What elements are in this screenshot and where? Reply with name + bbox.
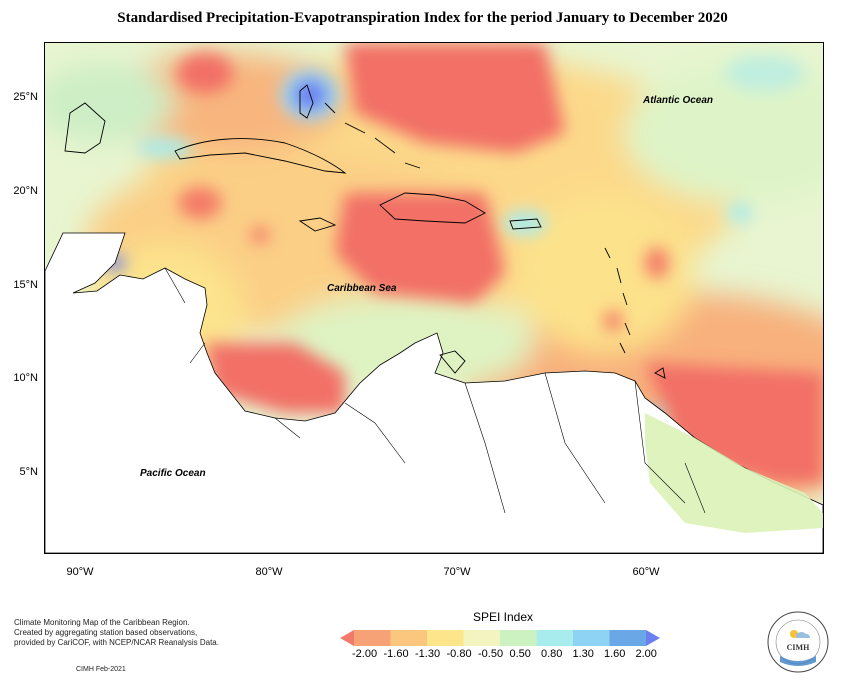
legend-swatch: [354, 630, 391, 646]
florida-outline: [64, 102, 106, 154]
land-masses: [45, 232, 823, 553]
trinidad-outline: [654, 367, 666, 379]
legend-label: 2.00: [635, 648, 657, 660]
lon-tick-80w: 80°W: [255, 566, 283, 578]
cuba-outline: [174, 138, 347, 174]
guiana-shield-fill: [645, 413, 823, 533]
footer-line-3: provided by CariCOF, with NCEP/NCAR Rean…: [14, 638, 219, 647]
label-caribbean: Caribbean Sea: [327, 283, 397, 294]
cloud-icon: [796, 632, 810, 638]
spei-map-svg: Atlantic Ocean Caribbean Sea Pacific Oce…: [45, 43, 823, 553]
lat-tick-5: 5°N: [19, 466, 38, 478]
country-borders: [164, 267, 706, 514]
lon-tick-70w: 70°W: [443, 566, 471, 578]
lat-tick-20: 20°N: [13, 185, 38, 197]
legend-label: -2.00: [352, 648, 378, 660]
map-area: Atlantic Ocean Caribbean Sea Pacific Oce…: [44, 42, 824, 554]
footer-credit: CIMH Feb-2021: [76, 666, 126, 673]
legend-label: 0.80: [541, 648, 563, 660]
lon-tick-60w: 60°W: [632, 566, 660, 578]
legend-swatch-min: [340, 630, 354, 646]
puerto-rico-outline: [509, 218, 542, 230]
logo-text: CIMH: [787, 643, 810, 652]
label-pacific: Pacific Ocean: [140, 468, 206, 479]
legend-label: -0.50: [478, 648, 504, 660]
legend-label: 1.30: [572, 648, 594, 660]
footer-note: Climate Monitoring Map of the Caribbean …: [14, 618, 234, 648]
jamaica-outline: [298, 217, 337, 232]
legend-labels: -2.00 -1.60 -1.30 -0.80 -0.50 0.50 0.80 1.30 1.6…: [338, 648, 658, 662]
lat-tick-25: 25°N: [13, 91, 38, 103]
legend-label: 0.50: [509, 648, 531, 660]
legend-label: 1.60: [604, 648, 626, 660]
footer-line-2: Created by aggregating station based obs…: [14, 628, 198, 637]
lon-tick-90w: 90°W: [66, 566, 94, 578]
legend-label: -0.80: [446, 648, 472, 660]
legend-label: -1.30: [415, 648, 441, 660]
legend-swatch: [536, 630, 574, 646]
label-atlantic: Atlantic Ocean: [642, 95, 713, 106]
legend-label: -1.60: [383, 648, 409, 660]
cimh-logo: CIMH: [767, 611, 829, 673]
legend-title: SPEI Index: [472, 610, 534, 624]
legend-swatch: [390, 630, 428, 646]
legend-swatch: [500, 630, 537, 646]
legend-swatch-max: [646, 630, 660, 646]
lat-tick-15: 15°N: [13, 279, 38, 291]
legend-swatch: [573, 630, 610, 646]
hispaniola-outline: [379, 192, 486, 224]
legend-swatch: [609, 630, 647, 646]
aruba-curacao-outline: [439, 350, 466, 374]
footer-line-1: Climate Monitoring Map of the Caribbean …: [14, 618, 190, 627]
mainland: [45, 232, 823, 553]
lat-tick-10: 10°N: [13, 372, 38, 384]
legend-swatch: [427, 630, 464, 646]
lesser-antilles-outline: [604, 247, 631, 354]
wave-icon: [780, 656, 816, 666]
map-title: Standardised Precipitation-Evapotranspir…: [117, 10, 728, 26]
legend-swatch: [463, 630, 501, 646]
islands: [64, 84, 666, 379]
bahamas-outline: [299, 84, 421, 169]
legend-colorbar: [340, 630, 660, 646]
